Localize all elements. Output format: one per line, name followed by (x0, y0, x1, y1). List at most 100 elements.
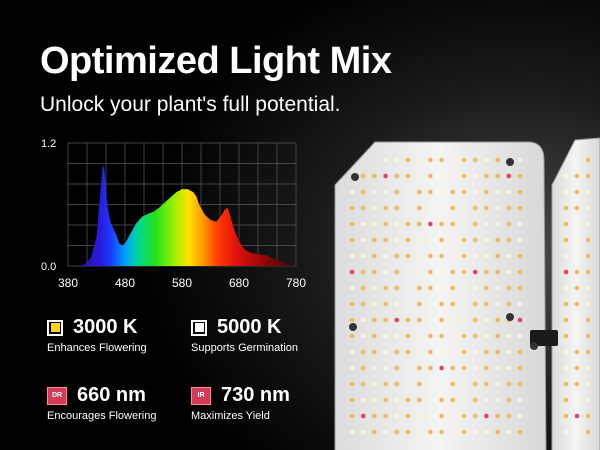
led-diode (585, 365, 591, 371)
led-diode (450, 413, 456, 419)
led-diode (383, 301, 388, 307)
x-tick-label: 580 (172, 276, 192, 290)
legend-item-5000k: 5000 K Supports Germination (191, 316, 298, 354)
led-diode (484, 429, 489, 435)
legend-description: Encourages Flowering (47, 410, 157, 422)
led-diode (383, 205, 388, 211)
led-diode (372, 413, 377, 419)
led-diode (461, 205, 467, 211)
led-diode (563, 317, 569, 323)
led-diode (428, 317, 433, 323)
led-diode (472, 301, 478, 307)
led-diode (394, 413, 400, 419)
led-diode (416, 429, 422, 435)
led-diode (439, 333, 444, 339)
led-diode (574, 317, 580, 323)
led-diode (461, 429, 467, 435)
led-diode (428, 301, 433, 307)
led-diode (416, 205, 422, 211)
led-diode (428, 269, 433, 275)
led-diode (439, 269, 444, 275)
deep-red-icon: DR (47, 386, 67, 405)
led-diode (360, 317, 366, 323)
legend-value: 5000 K (217, 316, 282, 338)
led-diode (472, 269, 478, 275)
led-diode (585, 221, 591, 227)
legend-description: Supports Germination (191, 342, 298, 354)
led-diode (506, 269, 512, 275)
led-diode (495, 157, 500, 163)
led-diode (405, 381, 411, 387)
led-diode (517, 397, 523, 403)
led-diode (563, 381, 569, 387)
led-diode (484, 205, 489, 211)
led-diode (439, 173, 444, 179)
led-diode (472, 237, 478, 243)
led-diode (563, 269, 569, 275)
legend-description: Enhances Flowering (47, 342, 147, 354)
led-diode (517, 205, 523, 211)
led-diode (563, 349, 569, 355)
led-diode (495, 269, 500, 275)
led-diode (484, 285, 489, 291)
led-diode (372, 285, 377, 291)
led-diode (495, 301, 500, 307)
led-diode (506, 189, 512, 195)
led-diode (383, 333, 388, 339)
led-diode (517, 189, 523, 195)
led-diode (372, 269, 377, 275)
led-diode (472, 253, 478, 259)
led-diode (450, 349, 456, 355)
led-diode (372, 237, 377, 243)
led-diode (574, 349, 580, 355)
legend-item-3000k: 3000 K Enhances Flowering (47, 316, 147, 354)
led-diode (405, 365, 411, 371)
led-diode (349, 381, 355, 387)
yellow-square-icon (47, 319, 63, 336)
led-diode (349, 317, 355, 323)
led-diode (484, 189, 489, 195)
led-diode (405, 221, 411, 227)
led-diode (360, 349, 366, 355)
led-diode (563, 333, 569, 339)
led-diode (517, 269, 523, 275)
led-diode (461, 301, 467, 307)
led-diode (439, 157, 444, 163)
led-diode (360, 269, 366, 275)
led-diode (461, 413, 467, 419)
led-diode (405, 429, 411, 435)
led-diode (585, 173, 591, 179)
led-diode (439, 365, 444, 371)
led-diode (439, 349, 444, 355)
led-diode (472, 349, 478, 355)
led-diode (428, 221, 433, 227)
led-diode (349, 285, 355, 291)
led-diode (472, 413, 478, 419)
led-diode (349, 237, 355, 243)
led-diode (495, 413, 500, 419)
panel-connector-bracket (530, 330, 558, 346)
led-diode (563, 429, 569, 435)
led-diode (394, 285, 400, 291)
led-diode (450, 365, 456, 371)
led-diode (394, 397, 400, 403)
led-diode (450, 381, 456, 387)
led-diode (405, 397, 411, 403)
led-diode (574, 429, 580, 435)
led-diode (495, 189, 500, 195)
led-diode (360, 285, 366, 291)
led-diode (405, 173, 411, 179)
led-diode (349, 205, 355, 211)
led-diode (428, 381, 433, 387)
led-diode (394, 429, 400, 435)
led-diode (416, 381, 422, 387)
led-diode (517, 333, 523, 339)
legend-value: 660 nm (77, 384, 146, 406)
led-diode (394, 365, 400, 371)
led-diode (394, 301, 400, 307)
led-diode (394, 173, 400, 179)
led-diode (450, 237, 456, 243)
led-diode (585, 429, 591, 435)
led-diode (461, 221, 467, 227)
led-diode (484, 365, 489, 371)
